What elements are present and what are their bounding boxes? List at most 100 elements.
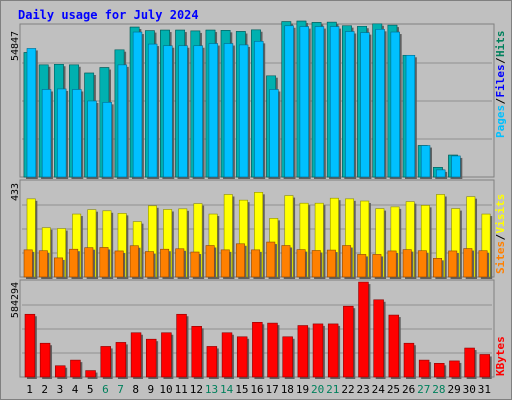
pages-bar [345,31,355,178]
sites-bar [296,249,306,278]
pages-bar [117,64,128,178]
max-label-kbytes: 584294 [10,282,21,318]
day-label: 31 [478,383,491,396]
day-label: 4 [72,383,79,396]
day-label: 2 [41,383,48,396]
kbytes-bar [418,359,430,378]
sites-bar [266,241,276,278]
day-label: 18 [281,383,294,396]
kbytes-bar [267,322,278,378]
legend-hits: Hits [494,31,507,58]
day-label: 26 [402,383,415,396]
day-label: 19 [296,383,309,396]
day-label: 8 [132,383,139,396]
day-label: 22 [341,383,354,396]
pages-bar [314,26,325,178]
pages-bar [208,43,219,178]
legend-files: Files [494,64,507,97]
kbytes-bar [434,363,445,378]
legend-visits: Visits [494,194,507,234]
pages-bar [87,100,97,178]
legend-kbytes: KBytes [494,336,507,376]
kbytes-bar [343,305,354,378]
day-label: 15 [235,383,248,396]
day-label: 21 [326,383,339,396]
pages-bar [102,102,112,178]
day-label: 5 [87,383,94,396]
sites-bar [175,248,185,278]
x-axis-labels: 1 2 3 4 5 6 7 8 9 10 11 12 13 14 15 16 17 18 19 20 21 22 23 24 2… [26,383,491,396]
kbytes-bar [145,338,157,378]
pages-bar [147,43,158,178]
day-label: 7 [117,383,124,396]
legend-sites: Sites [494,241,507,274]
pages-bar [163,45,173,178]
kbytes-bar [236,336,248,378]
kbytes-bar [312,323,324,378]
sites-bar [357,254,367,278]
day-label: 30 [463,383,476,396]
pages-bar [178,45,188,178]
day-label: 23 [357,383,370,396]
day-label: 10 [159,383,172,396]
sites-bar [69,248,79,278]
day-label: 29 [447,383,460,396]
sites-bar [311,250,321,278]
day-label: 9 [148,383,155,396]
day-label: 6 [102,383,109,396]
legend-separator: / [494,234,507,241]
kbytes-bar [55,365,66,378]
pages-bar [390,31,400,178]
legend-sites-visits: Sites Visits / [494,194,507,274]
kbytes-bar [479,354,490,378]
day-label: 27 [417,383,430,396]
sites-bar [23,249,33,278]
sites-bar [114,250,124,278]
kbytes-bar [221,332,233,378]
sites-bar [342,245,352,278]
day-label: 24 [372,383,386,396]
sites-bar [235,243,245,278]
pages-bar [223,43,234,178]
kbytes-bar [388,314,400,378]
day-label: 12 [190,383,203,396]
max-label-visits: 433 [10,183,21,201]
day-label: 25 [387,383,400,396]
legend-kbytes: KBytes [494,336,507,376]
day-label: 11 [175,383,188,396]
pages-bar [193,45,203,178]
pages-bar [420,145,431,178]
kbytes-panel [19,279,495,379]
sites-bar [402,249,412,278]
pages-bar [254,41,264,178]
day-label: 13 [205,383,218,396]
day-label: 3 [57,383,64,396]
pages-bar [269,89,279,178]
kbytes-bar [191,326,202,378]
sites-bar [387,250,397,278]
pages-bar [451,155,461,178]
sites-bar [448,250,458,278]
day-label: 20 [311,383,324,396]
kbytes-bar [161,332,172,378]
pages-bar [360,32,370,178]
kbytes-bar [130,332,142,378]
day-label: 16 [250,383,263,396]
kbytes-bar [24,313,36,378]
sites-bar [99,247,109,278]
pages-bar [57,88,67,178]
kbytes-bar [115,342,127,378]
kbytes-bar [464,347,475,378]
kbytes-bar [282,336,293,378]
kbytes-bar [70,359,81,378]
kbytes-bar [39,342,51,378]
hits-files-pages-panel [19,20,495,180]
sites-bar [129,245,139,278]
sites-bar [478,250,488,278]
kbytes-bar [206,346,218,378]
pages-bar [284,25,294,178]
legend-pages: Pages [494,105,507,138]
pages-bar [41,89,52,178]
